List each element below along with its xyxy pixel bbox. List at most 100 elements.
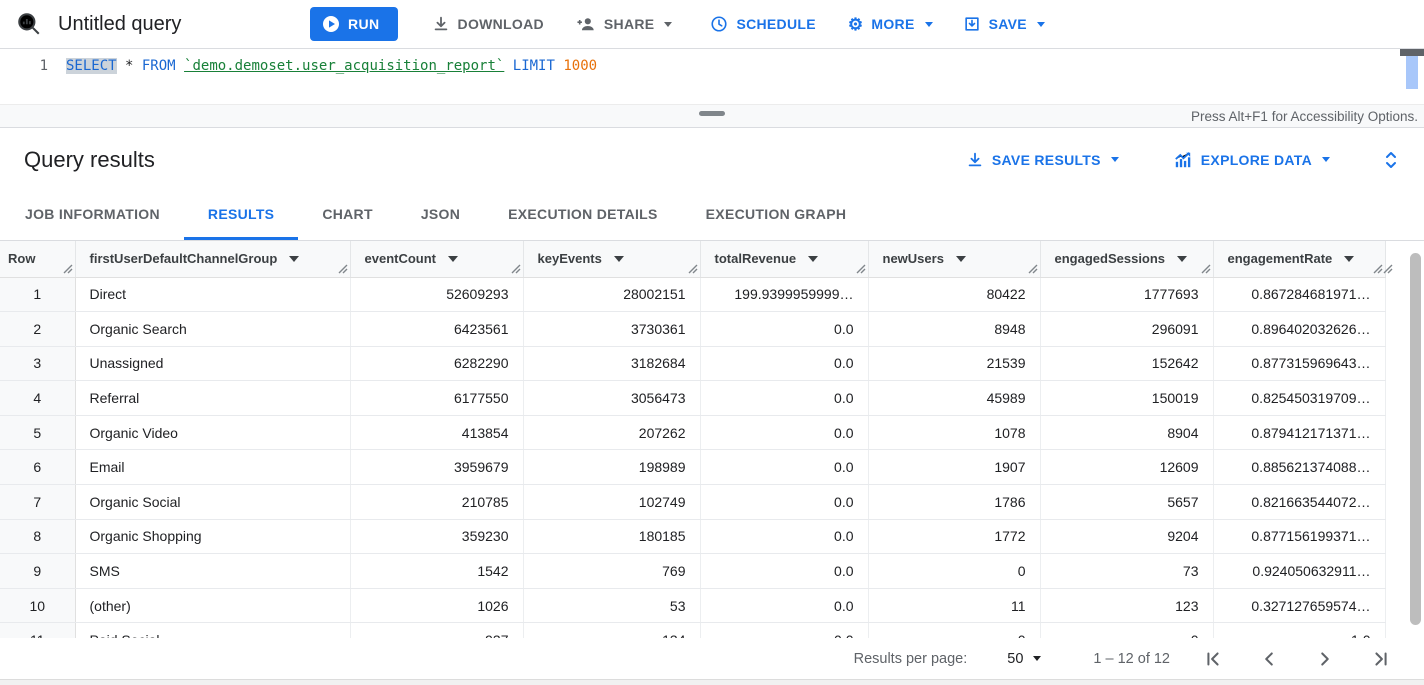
- column-resize-handle-icon[interactable]: [338, 264, 348, 274]
- column-label: Row: [8, 251, 36, 267]
- table-cell: 123: [1040, 588, 1214, 624]
- download-icon: [434, 16, 447, 31]
- column-header-engagementRate: engagementRate: [1213, 241, 1392, 278]
- table-cell: 1907: [868, 449, 1041, 486]
- last-page-button[interactable]: [1368, 646, 1394, 672]
- column-resize-handle-icon[interactable]: [1201, 264, 1211, 274]
- tab-json[interactable]: JSON: [420, 206, 461, 222]
- next-page-button[interactable]: [1312, 646, 1338, 672]
- download-button[interactable]: DOWNLOAD: [432, 15, 544, 33]
- table-horizontal-scrollbar-track[interactable]: [0, 679, 1424, 685]
- row-number-cell: 10: [0, 588, 76, 624]
- column-resize-handle-icon[interactable]: [63, 264, 73, 274]
- sql-select-keyword: SELECT: [66, 58, 117, 74]
- row-number-cell: 3: [0, 346, 76, 382]
- table-cell: 0.821663544072…: [1213, 484, 1386, 520]
- query-toolbar: Untitled query RUN DOWNLOAD SHARE SCHEDU…: [0, 0, 1424, 49]
- line-number: 1: [39, 58, 48, 74]
- column-header-keyEvents: keyEvents: [523, 241, 701, 278]
- column-label: totalRevenue: [714, 251, 797, 267]
- sql-from-keyword: FROM: [141, 58, 176, 74]
- sql-limit-value: 1000: [563, 58, 598, 74]
- save-results-download-icon: [968, 152, 982, 166]
- schedule-button[interactable]: SCHEDULE: [710, 15, 816, 33]
- tab-job-information[interactable]: JOB INFORMATION: [25, 206, 160, 222]
- column-resize-handle-icon[interactable]: [511, 264, 521, 274]
- explore-data-button[interactable]: EXPLORE DATA: [1173, 151, 1330, 169]
- table-row: 10 (other) 1026 53 0.0 11 123 0.327127659574…: [0, 588, 1386, 624]
- query-title: Untitled query: [58, 12, 182, 35]
- column-header-engagedSessions: engagedSessions: [1040, 241, 1214, 278]
- table-cell: 150019: [1040, 380, 1214, 416]
- run-button[interactable]: RUN: [310, 7, 398, 41]
- column-menu-caret-icon[interactable]: [808, 255, 819, 262]
- results-per-page-label: Results per page:: [853, 650, 968, 667]
- table-row: 7 Organic Social 210785 102749 0.0 1786 5657 0.…: [0, 484, 1386, 520]
- table-cell: 0.0: [700, 484, 869, 520]
- save-results-caret-icon: [1110, 157, 1119, 162]
- sql-editor[interactable]: 1 SELECT * FROM `demo.demoset.user_acqui…: [0, 49, 1424, 104]
- column-menu-caret-icon[interactable]: [613, 255, 624, 262]
- column-label: eventCount: [364, 251, 437, 267]
- expand-panel-button[interactable]: [1382, 150, 1400, 170]
- table-cell: 6423561: [350, 311, 524, 347]
- table-cell: 80422: [868, 277, 1041, 313]
- column-resize-handle-icon[interactable]: [1383, 264, 1393, 274]
- row-number-cell: 5: [0, 415, 76, 451]
- sql-table-reference-link[interactable]: `demo.demoset.user_acquisition_report`: [184, 58, 505, 74]
- table-cell: 0.867284681971…: [1213, 277, 1386, 313]
- previous-page-button[interactable]: [1256, 646, 1282, 672]
- table-cell: Referral: [75, 380, 351, 416]
- row-number-cell: 9: [0, 553, 76, 589]
- table-cell: 210785: [350, 484, 524, 520]
- page-size-select[interactable]: 50: [1007, 651, 1042, 667]
- table-cell: 1786: [868, 484, 1041, 520]
- tab-execution-details[interactable]: EXECUTION DETAILS: [508, 206, 658, 222]
- first-page-button[interactable]: [1200, 646, 1226, 672]
- column-resize-handle-icon[interactable]: [856, 264, 866, 274]
- table-cell: 0.0: [700, 380, 869, 416]
- sql-code-line[interactable]: SELECT * FROM `demo.demoset.user_acquisi…: [66, 58, 597, 74]
- row-number-cell: 4: [0, 380, 76, 416]
- share-caret-icon: [664, 21, 673, 27]
- share-person-icon: [577, 18, 594, 31]
- column-menu-caret-icon[interactable]: [1344, 255, 1355, 262]
- table-cell: 53: [523, 588, 701, 624]
- table-cell: 0.0: [700, 519, 869, 555]
- sql-star: *: [116, 58, 142, 74]
- first-page-icon: [1207, 651, 1219, 666]
- tab-chart[interactable]: CHART: [322, 206, 373, 222]
- save-button[interactable]: SAVE: [963, 15, 1045, 33]
- column-menu-caret-icon[interactable]: [955, 255, 966, 262]
- table-cell: 5657: [1040, 484, 1214, 520]
- tab-results[interactable]: RESULTS: [183, 191, 299, 240]
- table-cell: 769: [523, 553, 701, 589]
- table-cell: 0.877315969643…: [1213, 346, 1386, 382]
- table-cell: 1.0: [1213, 622, 1386, 638]
- table-cell: 8948: [868, 311, 1041, 347]
- table-cell: 0.877156199371…: [1213, 519, 1386, 555]
- share-button[interactable]: SHARE: [576, 15, 673, 33]
- table-cell: 0.0: [700, 449, 869, 486]
- table-cell: 207262: [523, 415, 701, 451]
- results-table: Row firstUserDefaultChannelGroup eventCoun…: [0, 241, 1392, 638]
- column-menu-caret-icon[interactable]: [289, 255, 300, 262]
- table-cell: 0.0: [700, 346, 869, 382]
- more-button[interactable]: ⚙ MORE: [848, 16, 933, 33]
- table-cell: 0: [868, 622, 1041, 638]
- column-resize-handle-icon[interactable]: [688, 264, 698, 274]
- table-vertical-scrollbar-thumb[interactable]: [1410, 253, 1421, 625]
- save-results-button[interactable]: SAVE RESULTS: [966, 151, 1119, 169]
- tab-execution-graph[interactable]: EXECUTION GRAPH: [705, 206, 847, 222]
- column-resize-handle-icon[interactable]: [1373, 264, 1383, 274]
- panel-resize-handle[interactable]: [699, 111, 725, 116]
- accessibility-hint: Press Alt+F1 for Accessibility Options.: [1191, 108, 1418, 124]
- table-cell: Unassigned: [75, 346, 351, 382]
- column-menu-caret-icon[interactable]: [1177, 255, 1188, 262]
- column-resize-handle-icon[interactable]: [1028, 264, 1038, 274]
- run-play-icon: [323, 16, 339, 32]
- column-menu-caret-icon[interactable]: [448, 255, 458, 262]
- editor-scrollbar-thumb[interactable]: [1406, 56, 1418, 89]
- column-header-firstUserDefaultChannelGroup: firstUserDefaultChannelGroup: [75, 241, 351, 278]
- page-range-label: 1 – 12 of 12: [1093, 650, 1170, 667]
